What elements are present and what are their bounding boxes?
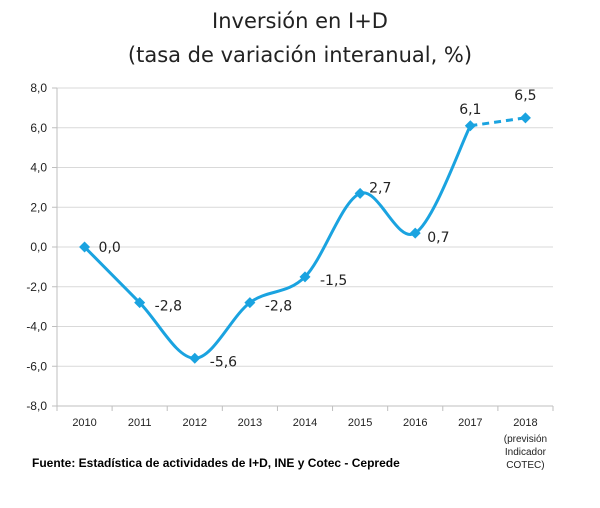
data-point — [79, 241, 91, 253]
data-label: -2,8 — [265, 299, 292, 315]
x-tick-label: 2011 — [128, 417, 152, 429]
x-tick-labels: 2010 2011 2012 2013 2014 2015 2016 2017 2018 (pre… — [72, 417, 547, 471]
gridlines — [57, 87, 553, 407]
x-tick-note: Indicador — [505, 447, 547, 458]
x-tick-label: 2013 — [238, 417, 262, 429]
data-point — [409, 227, 421, 239]
data-label: -2,8 — [155, 299, 182, 315]
x-tick-label: 2014 — [293, 417, 317, 429]
chart-subtitle: (tasa de variación interanual, %) — [127, 43, 473, 67]
data-label: 6,5 — [514, 88, 536, 104]
data-point — [354, 187, 366, 199]
data-label: 0,7 — [427, 230, 449, 246]
x-tick-label: 2010 — [72, 417, 96, 429]
x-tick-label: 2017 — [458, 417, 482, 429]
data-point — [189, 352, 201, 364]
series-inversion — [83, 116, 526, 360]
y-tick-label: -8,0 — [26, 399, 47, 413]
x-tick-label: 2016 — [403, 417, 427, 429]
data-label: -1,5 — [320, 273, 347, 289]
x-tick-label: 2015 — [348, 417, 372, 429]
forecast-line — [470, 116, 526, 128]
data-label: 0,0 — [99, 240, 121, 256]
data-point — [244, 297, 256, 309]
axes — [52, 87, 554, 411]
data-markers — [79, 112, 531, 364]
y-tick-label: -4,0 — [26, 320, 47, 334]
data-label: 2,7 — [369, 180, 391, 196]
source-note: Fuente: Estadística de actividades de I+… — [32, 456, 400, 470]
data-point — [134, 297, 146, 309]
y-tick-label: -2,0 — [26, 280, 47, 294]
y-tick-label: 6,0 — [30, 121, 47, 135]
y-tick-label: 0,0 — [30, 240, 47, 254]
data-label: 6,1 — [459, 102, 481, 118]
data-point — [299, 271, 311, 283]
y-tick-label: -6,0 — [26, 359, 47, 373]
data-point — [464, 120, 476, 132]
y-tick-labels: -8,0 -6,0 -4,0 -2,0 0,0 2,0 4,0 6,0 8,0 — [26, 81, 47, 413]
x-tick-label: 2018 — [513, 417, 537, 429]
chart-title: Inversión en I+D — [212, 9, 388, 33]
y-tick-label: 8,0 — [30, 81, 47, 95]
data-point — [519, 112, 531, 124]
x-tick-note: (previsión — [504, 434, 547, 445]
y-tick-label: 2,0 — [30, 200, 47, 214]
y-tick-label: 4,0 — [30, 161, 47, 175]
data-label: -5,6 — [210, 354, 237, 370]
series-line — [83, 124, 472, 360]
data-labels: 0,0 -2,8 -5,6 -2,8 -1,5 2,7 0,7 6,1 6,5 — [99, 88, 537, 370]
x-tick-note: COTEC) — [506, 460, 544, 471]
x-tick-label: 2012 — [183, 417, 207, 429]
